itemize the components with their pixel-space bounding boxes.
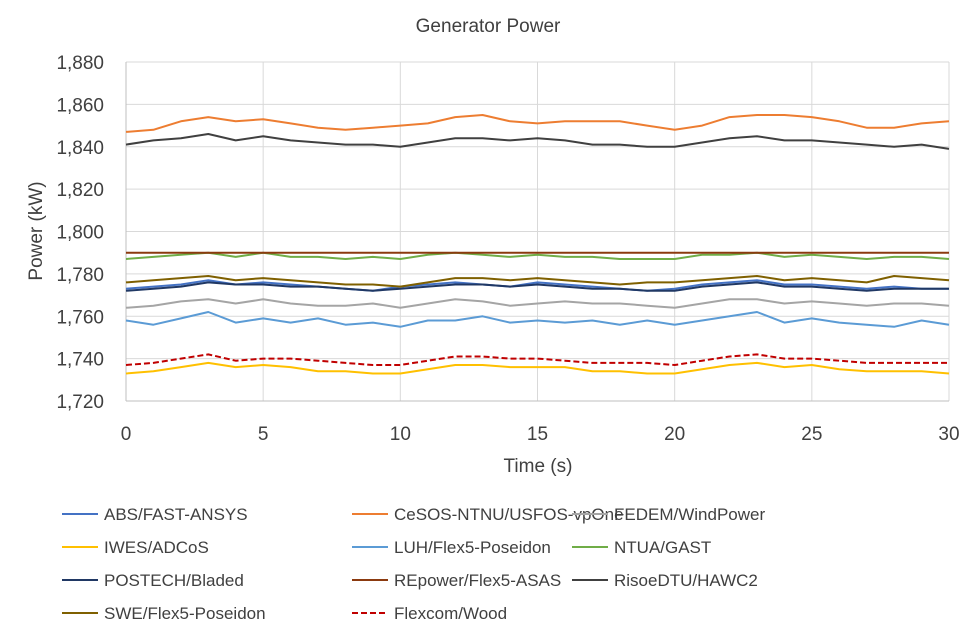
series-line-1 xyxy=(125,114,950,133)
series-line-2 xyxy=(125,298,950,309)
series-line-3 xyxy=(125,361,950,375)
chart-title: Generator Power xyxy=(416,16,561,37)
legend-label: Flexcom/Wood xyxy=(394,604,507,623)
legend-label: LUH/Flex5-Poseidon xyxy=(394,538,551,557)
series-line-6 xyxy=(125,281,949,292)
series-line-10 xyxy=(125,353,949,366)
x-tick-label: 30 xyxy=(938,424,959,445)
series-line-0 xyxy=(125,279,949,292)
legend-label: NTUA/GAST xyxy=(614,538,711,557)
x-tick-label: 15 xyxy=(527,424,548,445)
x-tick-label: 20 xyxy=(664,424,685,445)
axes: 1,720 1,740 1,760 1,780 1,800 1,820 1,840 1,860… xyxy=(56,53,959,445)
legend-label: POSTECH/Bladed xyxy=(104,571,244,590)
y-axis-label: Power (kW) xyxy=(26,181,47,280)
legend-label: ABS/FAST-ANSYS xyxy=(104,505,248,524)
y-tick-label: 1,780 xyxy=(56,265,104,286)
legend-label: REpower/Flex5-ASAS xyxy=(394,571,561,590)
x-tick-label: 0 xyxy=(121,424,132,445)
y-tick-label: 1,760 xyxy=(56,307,104,328)
series-line-9 xyxy=(125,275,950,288)
legend-label: FEDEM/WindPower xyxy=(614,505,765,524)
legend-label: SWE/Flex5-Poseidon xyxy=(104,604,266,623)
x-tick-label: 25 xyxy=(801,424,822,445)
x-tick-label: 5 xyxy=(258,424,269,445)
y-tick-label: 1,800 xyxy=(56,223,104,244)
series-line-8 xyxy=(125,133,950,150)
legend-label: CeSOS-NTNU/USFOS-vpOne xyxy=(394,505,624,524)
legend: ABS/FAST-ANSYS CeSOS-NTNU/USFOS-vpOneFEDE… xyxy=(62,505,765,623)
x-tick-label: 10 xyxy=(390,424,411,445)
y-tick-label: 1,840 xyxy=(56,138,104,159)
y-tick-label: 1,740 xyxy=(56,350,104,371)
y-tick-label: 1,860 xyxy=(56,95,104,116)
y-tick-label: 1,880 xyxy=(56,53,104,74)
x-axis-label: Time (s) xyxy=(504,456,573,477)
legend-label: RisoeDTU/HAWC2 xyxy=(614,571,758,590)
legend-label: IWES/ADCoS xyxy=(104,538,209,557)
series-line-4 xyxy=(125,311,950,328)
y-tick-label: 1,720 xyxy=(56,392,104,413)
y-tick-label: 1,820 xyxy=(56,180,104,201)
series-lines xyxy=(125,114,950,375)
